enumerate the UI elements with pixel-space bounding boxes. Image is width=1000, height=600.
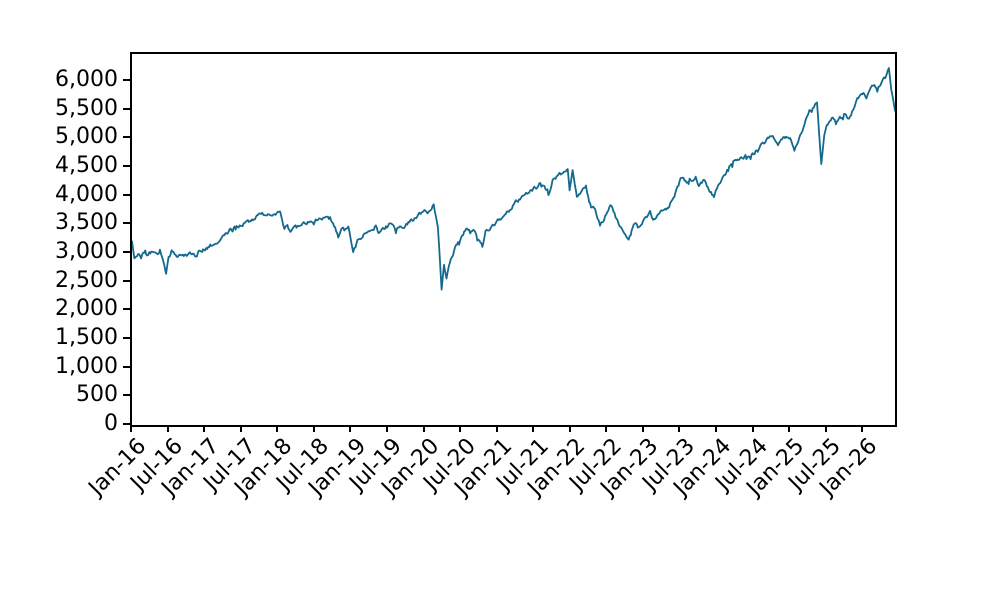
y-tick-mark (123, 308, 130, 311)
plot-area (130, 52, 897, 427)
x-tick-mark (824, 425, 827, 432)
y-tick-label: 2,000 (55, 296, 118, 322)
y-tick-label: 6,000 (55, 66, 118, 92)
x-tick-mark (385, 425, 388, 432)
x-tick-mark (239, 425, 242, 432)
x-tick-mark (203, 425, 206, 432)
x-tick-mark (495, 425, 498, 432)
x-tick-mark (568, 425, 571, 432)
y-tick-label: 2,500 (55, 267, 118, 293)
y-tick-label: 5,500 (55, 95, 118, 121)
y-tick-label: 3,500 (55, 210, 118, 236)
y-tick-label: 5,000 (55, 124, 118, 150)
y-tick-label: 3,000 (55, 238, 118, 264)
x-tick-mark (276, 425, 279, 432)
y-tick-mark (123, 365, 130, 368)
y-tick-mark (123, 279, 130, 282)
x-tick-mark (605, 425, 608, 432)
x-tick-mark (130, 425, 132, 432)
x-tick-mark (422, 425, 425, 432)
y-tick-label: 0 (104, 411, 118, 436)
price-line-chart (132, 67, 895, 291)
y-tick-mark (123, 78, 130, 81)
x-tick-mark (459, 425, 462, 432)
price-line-series (132, 67, 895, 291)
y-tick-mark (123, 336, 130, 339)
y-tick-mark (123, 222, 130, 225)
y-tick-mark (123, 394, 130, 397)
x-tick-mark (532, 425, 535, 432)
y-tick-label: 4,000 (55, 181, 118, 207)
x-tick-mark (861, 425, 864, 432)
x-tick-mark (641, 425, 644, 432)
y-tick-label: 4,500 (55, 152, 118, 178)
x-tick-mark (166, 425, 169, 432)
x-tick-mark (349, 425, 352, 432)
y-tick-mark (123, 423, 130, 425)
y-tick-label: 1,500 (55, 324, 118, 350)
x-tick-mark (312, 425, 315, 432)
x-tick-mark (715, 425, 718, 432)
x-tick-mark (788, 425, 791, 432)
x-tick-mark (678, 425, 681, 432)
y-tick-mark (123, 107, 130, 110)
y-tick-mark (123, 164, 130, 167)
y-tick-mark (123, 193, 130, 196)
x-tick-mark (751, 425, 754, 432)
y-tick-mark (123, 136, 130, 139)
y-tick-label: 500 (76, 382, 118, 408)
x-tick-label: Jan-26 (815, 433, 883, 501)
y-tick-label: 1,000 (55, 353, 118, 379)
y-tick-mark (123, 250, 130, 253)
